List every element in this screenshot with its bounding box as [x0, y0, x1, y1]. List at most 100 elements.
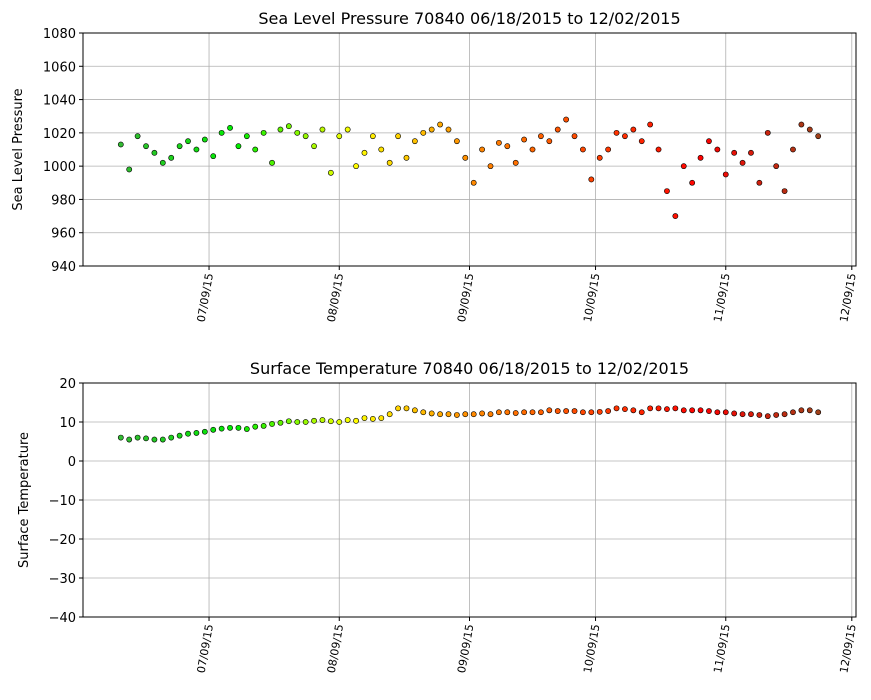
data-point: [218, 425, 225, 432]
data-point: [605, 146, 612, 153]
data-point: [588, 176, 595, 183]
data-point: [227, 424, 233, 431]
data-point: [411, 138, 418, 145]
y-tick-label: 980: [51, 193, 76, 208]
x-tick-label: 09/09/15: [455, 623, 476, 674]
data-point: [361, 415, 368, 421]
data-point: [369, 133, 376, 140]
data-point: [336, 133, 343, 140]
data-point: [538, 133, 544, 140]
data-point: [496, 139, 502, 146]
data-point: [748, 149, 754, 156]
data-point: [672, 213, 679, 219]
y-tick-label: 10: [59, 416, 76, 431]
data-point: [790, 146, 796, 153]
data-point: [714, 409, 721, 416]
data-point: [403, 405, 410, 412]
data-point: [748, 411, 754, 418]
data-point: [285, 123, 292, 130]
data-point: [697, 154, 704, 161]
data-point: [554, 126, 561, 133]
data-point: [781, 188, 788, 195]
x-tick-label: 11/09/15: [711, 272, 732, 323]
y-tick-label: 1060: [43, 60, 76, 75]
data-point: [731, 410, 738, 417]
data-point: [311, 417, 317, 424]
data-point: [134, 133, 141, 140]
data-point: [479, 410, 486, 417]
data-point: [386, 411, 393, 418]
data-point: [521, 409, 528, 416]
data-point: [722, 171, 729, 178]
data-point: [210, 153, 217, 160]
data-point: [470, 179, 477, 186]
data-point: [185, 430, 191, 437]
data-point: [647, 121, 654, 128]
data-point: [269, 421, 275, 427]
data-point: [378, 146, 385, 153]
data-point: [269, 159, 275, 166]
data-point: [630, 407, 637, 414]
data-point: [386, 159, 393, 166]
data-point: [756, 412, 763, 418]
data-point: [680, 163, 687, 170]
data-point: [764, 129, 771, 136]
data-point: [252, 146, 259, 153]
data-point: [546, 138, 553, 145]
data-point: [563, 116, 570, 123]
data-point: [731, 149, 738, 156]
x-tick-label: 08/09/15: [325, 623, 346, 674]
data-point: [378, 415, 385, 421]
data-point: [706, 408, 712, 414]
y-tick-label: −40: [49, 611, 76, 626]
data-point: [571, 133, 578, 140]
data-point: [680, 407, 687, 414]
data-point: [151, 436, 158, 443]
data-point: [252, 423, 259, 430]
data-point: [546, 407, 553, 414]
data-point: [210, 426, 217, 433]
y-tick-label: 960: [51, 227, 76, 242]
data-point: [369, 415, 376, 422]
data-point: [294, 129, 301, 136]
data-point: [773, 412, 780, 418]
data-point: [622, 406, 628, 413]
data-point: [243, 133, 250, 140]
y-tick-label: 20: [59, 377, 76, 392]
data-point: [622, 133, 628, 140]
data-point: [689, 179, 696, 186]
data-point: [764, 413, 771, 420]
y-tick-label: −30: [49, 572, 76, 587]
data-point: [428, 126, 435, 133]
y-axis-label: Sea Level Pressure: [11, 88, 26, 210]
data-point: [580, 409, 586, 416]
data-point: [235, 143, 242, 150]
data-point: [672, 405, 679, 412]
data-point: [134, 434, 141, 441]
data-point: [159, 159, 166, 166]
data-point: [538, 409, 544, 416]
x-tick-label: 12/09/15: [837, 272, 858, 323]
data-point: [143, 435, 149, 442]
data-point: [529, 409, 536, 416]
data-point: [336, 419, 343, 425]
data-point: [420, 409, 427, 416]
data-point: [193, 430, 200, 436]
data-point: [445, 126, 452, 133]
data-point: [647, 405, 654, 412]
y-tick-label: −10: [49, 494, 76, 509]
data-point: [395, 133, 401, 140]
data-point: [411, 407, 418, 414]
data-point: [176, 432, 183, 439]
data-point: [689, 407, 696, 414]
data-point: [613, 129, 620, 136]
x-tick-label: 08/09/15: [325, 272, 346, 323]
data-point: [798, 121, 805, 128]
x-tick-label: 12/09/15: [837, 623, 858, 674]
data-point: [739, 411, 746, 418]
data-point: [294, 419, 301, 425]
data-point: [521, 136, 528, 143]
data-point: [806, 407, 813, 414]
plot-frame: [82, 382, 857, 618]
